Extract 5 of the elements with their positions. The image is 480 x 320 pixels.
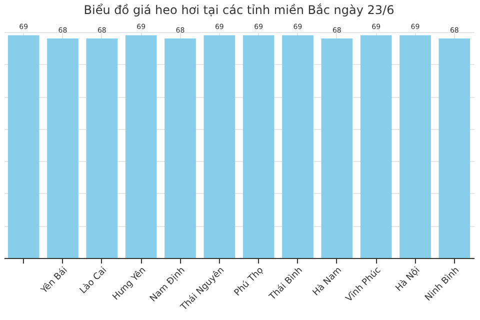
x-tick-label: Lào Cai: [78, 264, 109, 296]
x-tick-label: Hà Nội: [393, 264, 422, 294]
chart-title: Biểu đồ giá heo hơi tại các tỉnh miền Bắc ngày 23/6: [84, 3, 394, 18]
x-tick-label: Phú Thọ: [232, 264, 266, 298]
x-tick-label: Yên Bái: [38, 264, 70, 296]
